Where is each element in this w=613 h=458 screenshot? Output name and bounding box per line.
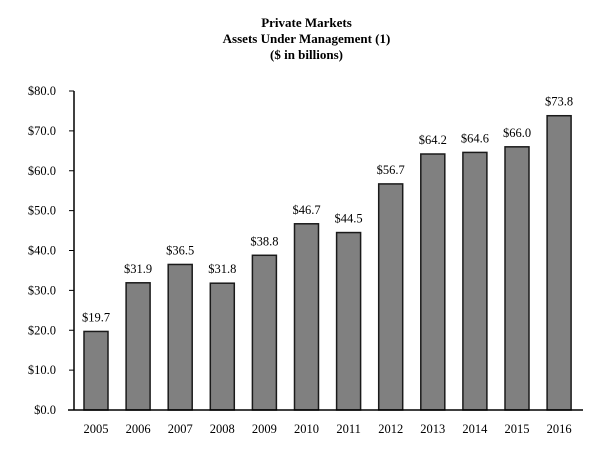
- bar-value-label: $36.5: [166, 243, 194, 257]
- bar: [293, 223, 320, 411]
- y-tick-label: $80.0: [28, 84, 56, 98]
- chart-subtitle: Assets Under Management (1): [222, 31, 391, 46]
- bar-value-label: $44.5: [335, 212, 363, 226]
- y-tick-label: $40.0: [28, 244, 56, 258]
- x-tick-label: 2007: [168, 422, 193, 436]
- y-tick-label: $30.0: [28, 283, 56, 297]
- bar: [335, 231, 362, 411]
- y-tick-label: $60.0: [28, 164, 56, 178]
- bar: [546, 114, 572, 411]
- bar-value-label: $56.7: [377, 163, 405, 177]
- x-tick-label: 2008: [210, 422, 235, 436]
- x-tick-label: 2011: [336, 422, 361, 436]
- bar-value-label: $66.0: [503, 126, 531, 140]
- x-tick-label: 2009: [252, 422, 277, 436]
- bar-value-label: $31.8: [208, 262, 236, 276]
- bar-value-label: $19.7: [82, 310, 110, 324]
- y-tick-label: $20.0: [28, 323, 56, 337]
- x-tick-label: 2006: [126, 422, 151, 436]
- x-tick-label: 2005: [84, 422, 109, 436]
- y-tick-label: $10.0: [28, 363, 56, 377]
- bar: [462, 151, 488, 411]
- y-tick-label: $50.0: [28, 204, 56, 218]
- bar-value-label: $73.8: [545, 95, 573, 109]
- bar: [377, 183, 404, 411]
- x-tick-label: 2010: [294, 422, 319, 436]
- bar: [420, 153, 446, 411]
- bar: [167, 263, 193, 411]
- y-tick-label: $70.0: [28, 124, 56, 138]
- chart-units: ($ in billions): [270, 47, 343, 62]
- bar: [209, 282, 236, 411]
- chart-title: Private Markets: [261, 15, 352, 30]
- bar-value-label: $64.6: [461, 131, 489, 145]
- bar-value-label: $64.2: [419, 133, 447, 147]
- x-tick-label: 2013: [420, 422, 445, 436]
- y-tick-label: $0.0: [34, 403, 56, 417]
- bar-value-label: $31.9: [124, 262, 152, 276]
- x-tick-label: 2012: [378, 422, 403, 436]
- bar: [504, 146, 530, 411]
- x-tick-label: 2014: [462, 422, 488, 436]
- bar-value-label: $46.7: [292, 203, 320, 217]
- bar: [125, 282, 151, 411]
- x-tick-label: 2015: [505, 422, 530, 436]
- x-tick-label: 2016: [547, 422, 572, 436]
- bar: [83, 330, 109, 411]
- bar: [251, 254, 278, 411]
- bar-value-label: $38.8: [250, 234, 278, 248]
